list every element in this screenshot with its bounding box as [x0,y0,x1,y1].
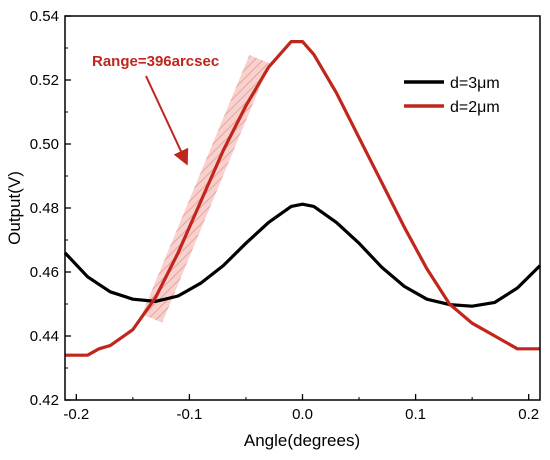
annotation-arrow [145,75,189,166]
series-line-d2um [65,39,540,357]
y-tick-label: 0.42 [30,392,59,409]
range-annotation: Range=396arcsec [92,53,219,70]
plot-area [65,16,540,400]
y-tick-label: 0.48 [30,200,59,217]
x-tick-label: -0.2 [63,406,89,423]
series-line-d3um [63,202,542,308]
x-tick-label: -0.1 [176,406,202,423]
y-tick-label: 0.46 [30,264,59,281]
legend: d=3μm d=2μm [404,75,500,116]
y-tick-label: 0.52 [30,72,59,89]
y-tick-label: 0.44 [30,328,59,345]
x-tick-label: 0.1 [405,406,426,423]
x-axis-title: Angle(degrees) [244,431,360,450]
y-tick-label: 0.54 [30,8,59,25]
y-axis-title: Output(V) [5,171,24,245]
legend-label: d=2μm [450,99,500,116]
legend-label: d=3μm [450,75,500,92]
x-tick-label: 0.0 [292,406,313,423]
x-tick-label: 0.2 [518,406,539,423]
y-tick-label: 0.50 [30,136,59,153]
